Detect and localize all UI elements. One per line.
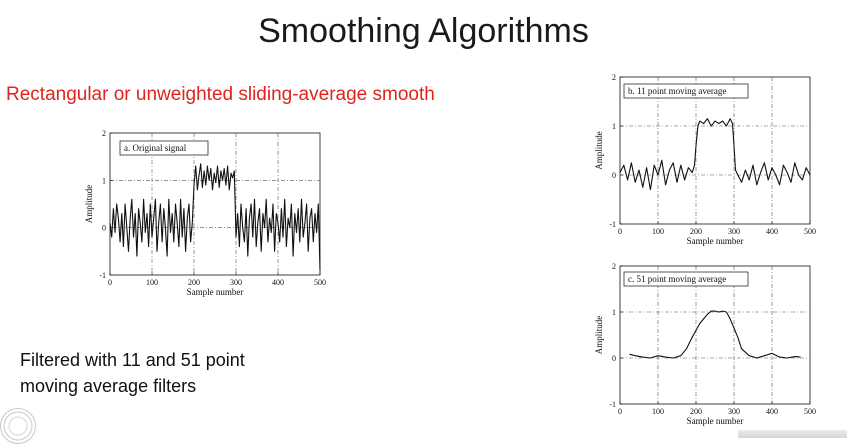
signal-trace bbox=[629, 310, 801, 359]
slide-caption: Filtered with 11 and 51 point moving ave… bbox=[20, 347, 245, 399]
x-tick-label: 400 bbox=[766, 407, 778, 416]
x-tick-label: 200 bbox=[690, 227, 702, 236]
moving-average-11-chart: Amplitude Sample number 0 100 200 300 400 500… bbox=[594, 73, 816, 246]
x-axis-label: Sample number bbox=[687, 416, 744, 426]
y-tick-label: -1 bbox=[99, 271, 106, 280]
y-tick-label: 0 bbox=[612, 354, 616, 363]
y-tick-label: 1 bbox=[612, 122, 616, 131]
x-tick-label: 400 bbox=[272, 278, 284, 287]
y-axis-label: Amplitude bbox=[594, 316, 604, 355]
y-tick-label: -1 bbox=[609, 400, 616, 409]
x-tick-label: 0 bbox=[618, 227, 622, 236]
legend-box bbox=[623, 83, 749, 99]
x-tick-label: 100 bbox=[652, 227, 664, 236]
x-tick-label: 100 bbox=[652, 407, 664, 416]
x-tick-label: 400 bbox=[766, 227, 778, 236]
plot-frame bbox=[619, 265, 811, 405]
x-tick-label: 200 bbox=[690, 407, 702, 416]
y-tick-label: 2 bbox=[612, 73, 616, 82]
x-tick-label: 500 bbox=[314, 278, 326, 287]
signal-trace bbox=[109, 163, 321, 271]
slide-title: Smoothing Algorithms bbox=[258, 12, 589, 50]
x-tick-label: 500 bbox=[804, 407, 816, 416]
x-tick-label: 0 bbox=[108, 278, 112, 287]
x-tick-label: 100 bbox=[146, 278, 158, 287]
y-tick-label: 1 bbox=[612, 308, 616, 317]
x-tick-label: 0 bbox=[618, 407, 622, 416]
chart-legend: a. Original signal bbox=[124, 143, 187, 153]
x-axis-label: Sample number bbox=[687, 236, 744, 246]
x-tick-label: 300 bbox=[728, 407, 740, 416]
signal-trace bbox=[619, 118, 811, 191]
caption-line-2: moving average filters bbox=[20, 376, 197, 396]
caption-line-1: Filtered with 11 and 51 point bbox=[20, 350, 245, 370]
x-axis-label: Sample number bbox=[187, 287, 244, 297]
y-axis-label: Amplitude bbox=[84, 185, 94, 224]
moving-average-51-chart: Amplitude Sample number 0 100 200 300 400 500… bbox=[594, 262, 816, 426]
slide-subtitle: Rectangular or unweighted sliding-averag… bbox=[6, 84, 435, 105]
y-tick-label: 0 bbox=[612, 171, 616, 180]
legend-box bbox=[119, 140, 209, 156]
original-signal-chart: Amplitude Sample number 0 100 200 300 400 500… bbox=[84, 129, 326, 297]
x-tick-label: 300 bbox=[728, 227, 740, 236]
university-seal-logo bbox=[0, 408, 36, 444]
x-tick-label: 300 bbox=[230, 278, 242, 287]
plot-frame bbox=[619, 76, 811, 225]
y-axis-label: Amplitude bbox=[594, 131, 604, 170]
legend-box bbox=[623, 271, 749, 287]
y-tick-label: 2 bbox=[612, 262, 616, 271]
y-tick-label: 2 bbox=[102, 129, 106, 138]
y-tick-label: -1 bbox=[609, 220, 616, 229]
chart-legend: c. 51 point moving average bbox=[628, 274, 726, 284]
footer-bar bbox=[738, 430, 847, 438]
x-tick-label: 200 bbox=[188, 278, 200, 287]
chart-legend: b. 11 point moving average bbox=[628, 86, 726, 96]
plot-frame bbox=[109, 132, 321, 276]
x-tick-label: 500 bbox=[804, 227, 816, 236]
y-tick-label: 1 bbox=[102, 176, 106, 185]
y-tick-label: 0 bbox=[102, 224, 106, 233]
